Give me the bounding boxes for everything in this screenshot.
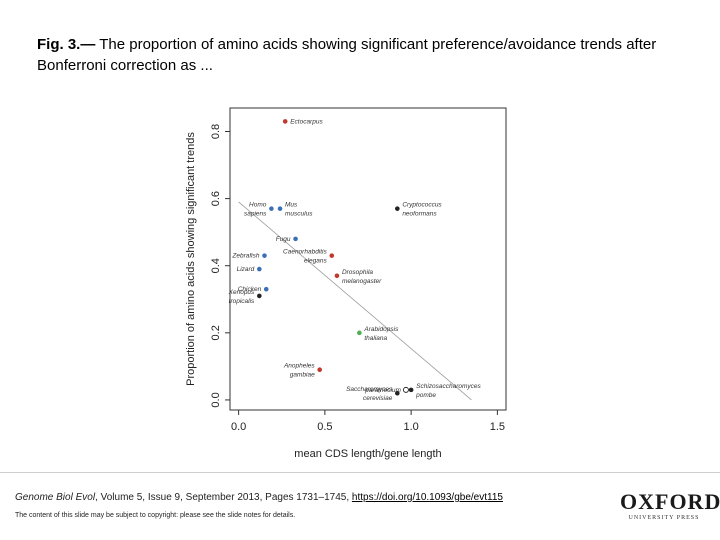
point-label: Schizosaccharomyces xyxy=(416,383,481,390)
point-label: Saccharomyces xyxy=(346,386,393,393)
scatter-chart: 0.0 0.5 1.0 1.5 0.0 0.2 0.4 0.6 0.8 mean CDS leng… xyxy=(185,107,507,460)
data-point xyxy=(263,286,269,292)
point-label: Ectocarpus xyxy=(290,118,323,125)
data-point xyxy=(334,273,340,279)
y-axis-label: Proportion of amino acids showing signif… xyxy=(185,132,197,386)
figure-label: Fig. 3.— xyxy=(37,36,96,53)
x-tick-label: 1.5 xyxy=(490,421,505,433)
y-tick-label: 0.4 xyxy=(210,258,222,273)
x-tick-label: 1.0 xyxy=(403,421,418,433)
y-tick-label: 0.0 xyxy=(210,392,222,407)
y-tick-label: 0.8 xyxy=(210,124,222,139)
data-point xyxy=(395,390,400,396)
point-label: cerevisiae xyxy=(363,395,393,402)
point-label: Cryptococcus xyxy=(402,202,442,209)
point-label: neoformans xyxy=(402,211,437,218)
point-label: Zebrafish xyxy=(231,253,259,260)
logo-main-text: OXFORD xyxy=(620,489,720,514)
caption-text: The proportion of amino acids showing si… xyxy=(37,36,657,74)
oxford-logo: OXFORD UNIVERSITY PRESS xyxy=(620,489,720,522)
citation-details: , Volume 5, Issue 9, September 2013, Pag… xyxy=(95,492,352,503)
point-label: gambiae xyxy=(290,372,315,379)
data-point xyxy=(357,330,362,336)
point-label: Fugu xyxy=(276,236,291,243)
point-label: musculus xyxy=(285,211,313,218)
x-axis-label: mean CDS length/gene length xyxy=(294,448,441,460)
data-point xyxy=(402,386,409,393)
data-point xyxy=(257,293,262,299)
plot-frame xyxy=(229,107,507,411)
point-label: elegans xyxy=(304,258,328,265)
data-point xyxy=(395,206,400,211)
point-label: melanogaster xyxy=(342,278,382,285)
figure-caption: Fig. 3.— The proportion of amino acids s… xyxy=(37,34,677,76)
data-point xyxy=(293,236,298,242)
data-point xyxy=(329,253,335,258)
y-tick-label: 0.6 xyxy=(210,191,222,206)
doi-link[interactable]: https://doi.org/10.1093/gbe/evt115 xyxy=(351,492,503,503)
data-point xyxy=(262,253,267,258)
data-point xyxy=(277,206,283,211)
footer-divider xyxy=(0,472,720,473)
data-point xyxy=(408,387,414,393)
point-label: Caenorhabditis xyxy=(283,249,327,256)
point-label: Arabidopsis xyxy=(363,326,399,333)
point-label: Homo xyxy=(249,202,267,209)
citation: Genome Biol Evol, Volume 5, Issue 9, Sep… xyxy=(15,492,503,503)
point-label: Anopheles xyxy=(283,363,315,370)
data-point xyxy=(317,367,322,373)
logo-sub-text: UNIVERSITY PRESS xyxy=(628,515,700,521)
point-label: Chicken xyxy=(238,286,262,293)
data-point xyxy=(257,266,262,272)
point-label: pombe xyxy=(415,392,436,399)
point-label: tropicalis xyxy=(229,298,255,305)
x-tick-label: 0.0 xyxy=(231,421,246,433)
point-label: thaliana xyxy=(364,335,387,342)
point-label: Mus xyxy=(285,202,298,209)
point-label: Lizard xyxy=(237,266,255,273)
y-tick-label: 0.2 xyxy=(210,325,222,340)
data-point xyxy=(282,119,288,124)
point-label: Xenopus xyxy=(228,289,255,296)
trend-line xyxy=(238,201,472,401)
copyright-notice: The content of this slide may be subject… xyxy=(15,512,296,519)
data-point xyxy=(269,206,274,211)
x-tick-label: 0.5 xyxy=(317,421,332,433)
point-label: paramecium xyxy=(364,387,401,394)
point-label: Drosophila xyxy=(342,269,373,276)
point-label: sapiens xyxy=(244,211,267,218)
journal-name: Genome Biol Evol xyxy=(15,492,96,503)
